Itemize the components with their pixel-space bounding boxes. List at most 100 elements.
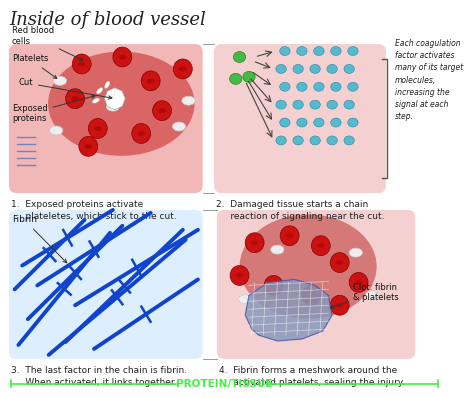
Ellipse shape [297, 118, 307, 127]
Text: 4.  Fibrin forms a meshwork around the
     activated platelets, sealing the inj: 4. Fibrin forms a meshwork around the ac… [219, 366, 405, 387]
Ellipse shape [310, 64, 320, 73]
Ellipse shape [344, 136, 355, 145]
Circle shape [302, 285, 321, 305]
Text: 2.  Damaged tissue starts a chain
     reaction of signaling near the cut.: 2. Damaged tissue starts a chain reactio… [216, 200, 384, 222]
Circle shape [88, 119, 107, 139]
Ellipse shape [327, 64, 337, 73]
Text: Exposed
proteins: Exposed proteins [12, 95, 95, 123]
Ellipse shape [106, 102, 119, 111]
Ellipse shape [276, 136, 286, 145]
Circle shape [65, 89, 84, 109]
Text: Platelets: Platelets [12, 55, 57, 78]
Ellipse shape [348, 82, 358, 91]
Circle shape [153, 101, 172, 121]
Circle shape [79, 137, 98, 156]
Ellipse shape [348, 47, 358, 55]
Circle shape [311, 236, 330, 256]
Text: Each coagulation
factor activates
many of its target
molecules,
increasing the
s: Each coagulation factor activates many o… [394, 39, 463, 121]
Ellipse shape [280, 47, 290, 55]
Ellipse shape [233, 51, 246, 62]
Ellipse shape [293, 100, 303, 109]
Ellipse shape [182, 96, 195, 105]
Circle shape [264, 275, 283, 295]
Ellipse shape [271, 245, 284, 254]
Ellipse shape [94, 126, 101, 131]
Circle shape [141, 71, 160, 91]
Circle shape [132, 123, 151, 143]
Ellipse shape [179, 66, 187, 71]
Ellipse shape [97, 88, 103, 94]
Circle shape [230, 265, 249, 285]
Ellipse shape [336, 303, 344, 308]
FancyBboxPatch shape [9, 210, 203, 359]
Ellipse shape [280, 82, 290, 91]
Ellipse shape [243, 71, 255, 82]
Ellipse shape [314, 47, 324, 55]
Text: Clot: fibrin
& platelets: Clot: fibrin & platelets [330, 283, 399, 308]
Ellipse shape [327, 136, 337, 145]
Ellipse shape [297, 47, 307, 55]
Circle shape [173, 59, 192, 79]
Ellipse shape [293, 64, 303, 73]
Polygon shape [245, 279, 332, 341]
Ellipse shape [238, 295, 252, 304]
Ellipse shape [147, 78, 155, 83]
FancyBboxPatch shape [217, 210, 415, 359]
Ellipse shape [310, 100, 320, 109]
Ellipse shape [251, 240, 258, 245]
Ellipse shape [280, 118, 290, 127]
Ellipse shape [78, 61, 85, 66]
Ellipse shape [118, 55, 126, 59]
Ellipse shape [331, 118, 341, 127]
Text: Red blood
cells: Red blood cells [12, 26, 83, 60]
Ellipse shape [314, 118, 324, 127]
Circle shape [245, 233, 264, 253]
Ellipse shape [327, 100, 337, 109]
Ellipse shape [355, 280, 362, 285]
Circle shape [330, 253, 349, 273]
Ellipse shape [270, 283, 277, 288]
Text: PROTEIN/TISSUE: PROTEIN/TISSUE [176, 379, 273, 389]
Ellipse shape [105, 81, 109, 88]
Ellipse shape [48, 51, 194, 156]
Ellipse shape [308, 293, 315, 298]
Ellipse shape [54, 76, 66, 85]
Ellipse shape [240, 215, 377, 319]
Ellipse shape [344, 64, 355, 73]
Text: Inside of blood vessel: Inside of blood vessel [9, 11, 206, 29]
Circle shape [330, 295, 349, 315]
Ellipse shape [236, 273, 243, 278]
Ellipse shape [331, 47, 341, 55]
Text: 1.  Exposed proteins activate
     plateletes, which stick to the cut.: 1. Exposed proteins activate plateletes,… [11, 200, 177, 222]
Ellipse shape [310, 136, 320, 145]
Ellipse shape [276, 64, 286, 73]
Ellipse shape [111, 89, 115, 97]
Circle shape [113, 47, 132, 67]
Ellipse shape [276, 100, 286, 109]
Text: Cut: Cut [18, 78, 112, 99]
Ellipse shape [173, 122, 186, 131]
Text: Fibrin: Fibrin [12, 215, 67, 263]
Ellipse shape [314, 82, 324, 91]
Ellipse shape [137, 131, 145, 136]
Ellipse shape [349, 248, 362, 257]
Text: 3.  The last factor in the chain is fibrin.
     When activated, it links togeth: 3. The last factor in the chain is fibri… [11, 366, 187, 387]
Ellipse shape [344, 100, 355, 109]
Ellipse shape [50, 126, 63, 135]
Ellipse shape [336, 260, 344, 265]
Ellipse shape [317, 243, 325, 248]
Ellipse shape [297, 82, 307, 91]
Ellipse shape [286, 233, 293, 238]
Ellipse shape [365, 291, 378, 300]
Ellipse shape [84, 144, 92, 149]
FancyBboxPatch shape [214, 44, 386, 193]
Circle shape [349, 273, 368, 293]
Ellipse shape [348, 118, 358, 127]
Ellipse shape [92, 98, 100, 103]
Circle shape [280, 226, 299, 246]
Ellipse shape [71, 96, 79, 101]
FancyBboxPatch shape [9, 44, 203, 193]
Ellipse shape [229, 73, 242, 84]
Ellipse shape [293, 136, 303, 145]
Circle shape [72, 54, 91, 74]
